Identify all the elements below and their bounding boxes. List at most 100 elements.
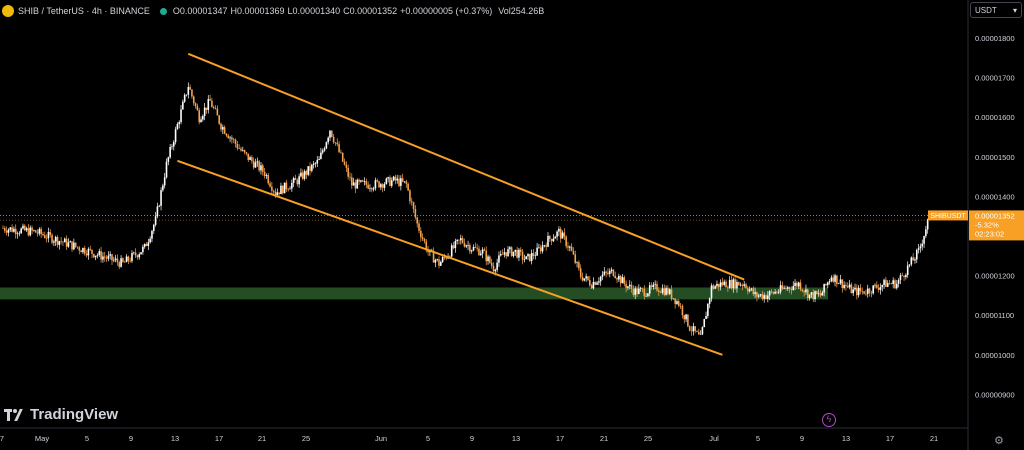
lightning-icon[interactable]: ϟ bbox=[822, 413, 836, 427]
candle-body bbox=[737, 281, 740, 286]
candle-body bbox=[808, 294, 811, 299]
candle-body bbox=[919, 246, 922, 249]
candle-body bbox=[89, 248, 91, 250]
candle-body bbox=[792, 285, 795, 290]
candle-body bbox=[530, 253, 533, 262]
candle-body bbox=[810, 292, 813, 295]
candle-body bbox=[574, 254, 577, 263]
candle-body bbox=[723, 281, 726, 285]
candle-body bbox=[331, 130, 333, 137]
candle-body bbox=[456, 239, 458, 242]
gear-icon[interactable]: ⚙ bbox=[994, 435, 1004, 447]
candle-body bbox=[34, 230, 37, 233]
candle-body bbox=[534, 255, 537, 257]
candle-body bbox=[627, 286, 629, 288]
candle-body bbox=[757, 295, 760, 297]
candle-body bbox=[316, 159, 319, 164]
candle-body bbox=[588, 280, 591, 286]
candle-body bbox=[423, 238, 426, 242]
candle-body bbox=[788, 287, 791, 289]
candle-body bbox=[438, 259, 440, 266]
x-tick-label: Jul bbox=[709, 434, 719, 443]
candle-body bbox=[543, 245, 546, 246]
candle-body bbox=[225, 133, 228, 136]
candle-body bbox=[223, 127, 226, 134]
candle-body bbox=[31, 227, 33, 231]
x-tick-label: 17 bbox=[215, 434, 223, 443]
symbol-tag bbox=[928, 210, 968, 221]
candle-body bbox=[440, 261, 442, 266]
candle-body bbox=[140, 252, 142, 255]
candle-body bbox=[171, 146, 173, 148]
candle-body bbox=[76, 246, 79, 248]
candle-body bbox=[258, 161, 260, 171]
candle-body bbox=[541, 245, 544, 252]
candle-body bbox=[481, 249, 484, 254]
candle-body bbox=[727, 287, 729, 289]
candle-body bbox=[837, 283, 840, 284]
candle-body bbox=[113, 259, 115, 261]
candle-body bbox=[323, 148, 326, 151]
candle-body bbox=[45, 237, 48, 239]
candle-body bbox=[505, 252, 508, 257]
candle-body bbox=[414, 209, 417, 218]
candle-body bbox=[467, 245, 469, 246]
candle-body bbox=[172, 142, 175, 147]
candle-body bbox=[178, 122, 181, 125]
candle-body bbox=[443, 257, 446, 258]
candle-body bbox=[234, 139, 237, 144]
chevron-down-icon: ▾ bbox=[1012, 5, 1017, 15]
candle-body bbox=[227, 135, 230, 139]
currency-selector-button[interactable]: USDT ▾ bbox=[970, 2, 1022, 18]
candle-body bbox=[479, 253, 482, 256]
candle-body bbox=[509, 247, 511, 250]
x-tick-label: 9 bbox=[129, 434, 133, 443]
symbol-title[interactable]: SHIB / TetherUS · 4h · BINANCE bbox=[18, 6, 150, 16]
candle-body bbox=[67, 242, 70, 247]
candle-body bbox=[278, 192, 280, 195]
candle-body bbox=[407, 183, 409, 191]
candle-body bbox=[54, 236, 57, 242]
candle-body bbox=[18, 233, 21, 234]
candle-body bbox=[238, 148, 240, 149]
market-open-icon bbox=[159, 7, 167, 15]
candle-body bbox=[817, 293, 820, 295]
candle-body bbox=[643, 289, 646, 297]
candle-body bbox=[719, 282, 722, 288]
candle-body bbox=[549, 235, 551, 239]
candle-body bbox=[799, 282, 802, 290]
tradingview-logo-icon bbox=[4, 408, 26, 421]
candle-body bbox=[400, 178, 402, 186]
candle-body bbox=[748, 289, 751, 292]
candle-body bbox=[866, 288, 869, 294]
candle-body bbox=[289, 188, 291, 190]
y-tick-label: 0.00000900 bbox=[975, 390, 1015, 399]
candle-body bbox=[87, 248, 90, 256]
candle-body bbox=[848, 284, 851, 288]
candle-body bbox=[403, 181, 406, 182]
candle-body bbox=[291, 182, 293, 189]
candle-body bbox=[336, 142, 339, 145]
candle-body bbox=[785, 287, 787, 289]
candle-body bbox=[523, 259, 526, 260]
candle-body bbox=[287, 189, 290, 190]
candle-body bbox=[470, 250, 473, 252]
candle-body bbox=[521, 251, 524, 260]
candle-body bbox=[149, 238, 151, 243]
candle-body bbox=[354, 182, 357, 189]
candle-body bbox=[647, 293, 649, 297]
candle-body bbox=[231, 137, 233, 140]
candle-body bbox=[261, 165, 264, 172]
candle-body bbox=[436, 259, 438, 261]
candle-body bbox=[2, 228, 4, 229]
candle-body bbox=[465, 245, 468, 247]
candle-body bbox=[96, 255, 99, 256]
candle-body bbox=[280, 185, 282, 195]
candle-body bbox=[596, 282, 598, 285]
candle-body bbox=[490, 262, 493, 266]
candle-body bbox=[872, 285, 874, 294]
candle-body bbox=[476, 247, 478, 249]
tradingview-logo[interactable]: TradingView bbox=[4, 406, 118, 423]
candle-body bbox=[53, 241, 55, 243]
